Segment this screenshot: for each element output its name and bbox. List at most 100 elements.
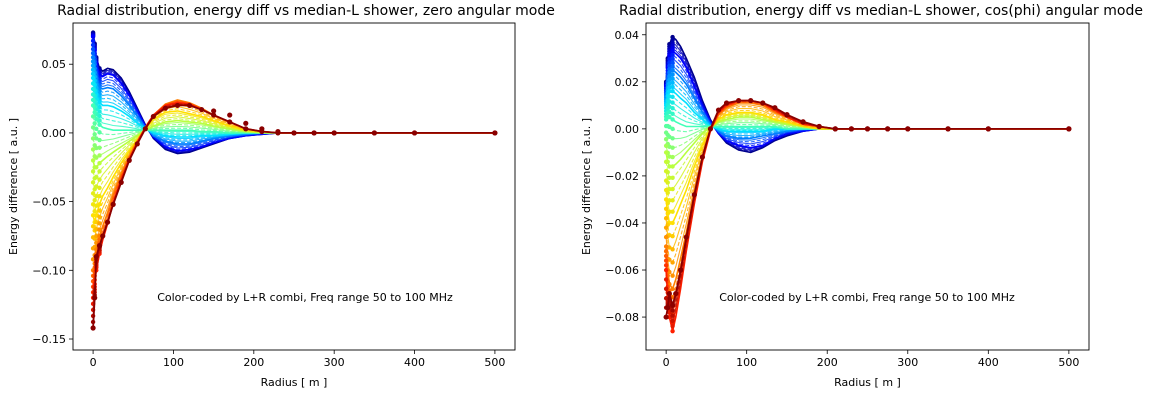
x-tick-label: 500 (1058, 356, 1079, 369)
data-point (211, 112, 217, 118)
data-point (832, 126, 838, 132)
data-point (670, 84, 675, 90)
data-point (667, 94, 672, 99)
y-tick-label: −0.04 (605, 217, 639, 230)
y-tick-label: 0.00 (615, 123, 640, 136)
data-point (90, 180, 96, 185)
data-point (90, 103, 96, 108)
data-point (198, 106, 205, 113)
data-point (411, 130, 418, 136)
x-tick-label: 400 (978, 356, 999, 369)
data-point (670, 313, 675, 318)
data-point (945, 126, 951, 132)
data-point (670, 72, 675, 77)
y-tick-label: −0.06 (605, 264, 639, 277)
data-point (92, 110, 97, 115)
x-tick-label: 500 (484, 356, 505, 369)
data-point (667, 175, 672, 180)
data-point (663, 197, 669, 202)
data-point (90, 34, 96, 39)
data-point (670, 100, 675, 105)
data-point (243, 120, 249, 126)
data-point (90, 169, 96, 174)
series-line (665, 115, 1069, 179)
data-point (174, 102, 181, 109)
x-tick-label: 100 (736, 356, 757, 369)
data-point (663, 263, 669, 268)
data-point (104, 219, 111, 225)
chart-annotation: Color-coded by L+R combi, Freq range 50 … (719, 291, 1015, 304)
data-point (492, 130, 498, 136)
data-point (90, 158, 96, 163)
data-point (663, 286, 669, 292)
data-point (667, 60, 672, 65)
data-point (667, 154, 672, 159)
data-point (90, 147, 96, 152)
data-point (97, 137, 102, 143)
y-tick-label: −0.05 (32, 196, 66, 209)
x-tick-label: 0 (663, 356, 670, 369)
data-point (663, 225, 669, 230)
series-line (92, 118, 495, 180)
data-point (100, 233, 106, 239)
data-point (665, 305, 671, 311)
series-line (665, 39, 1069, 152)
data-point (1066, 126, 1072, 132)
data-point (243, 126, 249, 132)
data-point (663, 253, 669, 259)
axes-frame (72, 22, 516, 351)
data-point (748, 98, 754, 104)
data-point (92, 198, 97, 203)
data-point (126, 157, 132, 163)
chart-title: Radial distribution, energy diff vs medi… (619, 3, 1143, 19)
right-chart-panel: Radial distribution, energy diff vs medi… (580, 3, 1143, 389)
data-point (667, 109, 672, 115)
data-point (670, 145, 675, 150)
data-point (97, 122, 102, 127)
data-point (311, 130, 317, 136)
data-point (97, 145, 102, 150)
data-point (227, 112, 233, 118)
series-line (92, 94, 495, 135)
data-point (670, 198, 675, 203)
data-point (667, 73, 672, 79)
data-point (92, 295, 98, 301)
axes-frame (645, 22, 1090, 351)
data-point (97, 193, 102, 199)
series-line (92, 121, 495, 159)
data-point (699, 154, 705, 160)
data-point (134, 141, 140, 147)
data-point (97, 185, 102, 191)
chart-annotation: Color-coded by L+R combi, Freq range 50 … (157, 291, 453, 304)
data-point (663, 267, 669, 273)
series-line (665, 120, 1069, 149)
series-line (665, 44, 1069, 151)
data-point (97, 177, 102, 182)
chart-title: Radial distribution, energy diff vs medi… (57, 3, 555, 19)
data-point (211, 108, 217, 114)
data-point (97, 130, 102, 135)
data-point (90, 325, 96, 331)
data-point (736, 98, 742, 104)
data-point (93, 253, 99, 260)
data-point (97, 202, 102, 207)
data-point (670, 89, 675, 94)
series-line (92, 110, 495, 223)
series-line (92, 116, 495, 191)
y-tick-label: 0.02 (615, 76, 640, 89)
data-point (663, 314, 669, 320)
x-axis-label: Radius [ m ] (834, 376, 901, 389)
data-point (90, 81, 96, 86)
data-point (666, 290, 672, 297)
data-point (663, 159, 669, 164)
y-tick-label: −0.02 (605, 170, 639, 183)
data-point (670, 164, 675, 169)
data-point (691, 192, 697, 198)
x-tick-label: 300 (324, 356, 345, 369)
data-point (670, 209, 675, 214)
data-point (94, 193, 99, 199)
data-point (885, 126, 891, 132)
data-point (90, 71, 96, 77)
data-point (142, 126, 148, 132)
